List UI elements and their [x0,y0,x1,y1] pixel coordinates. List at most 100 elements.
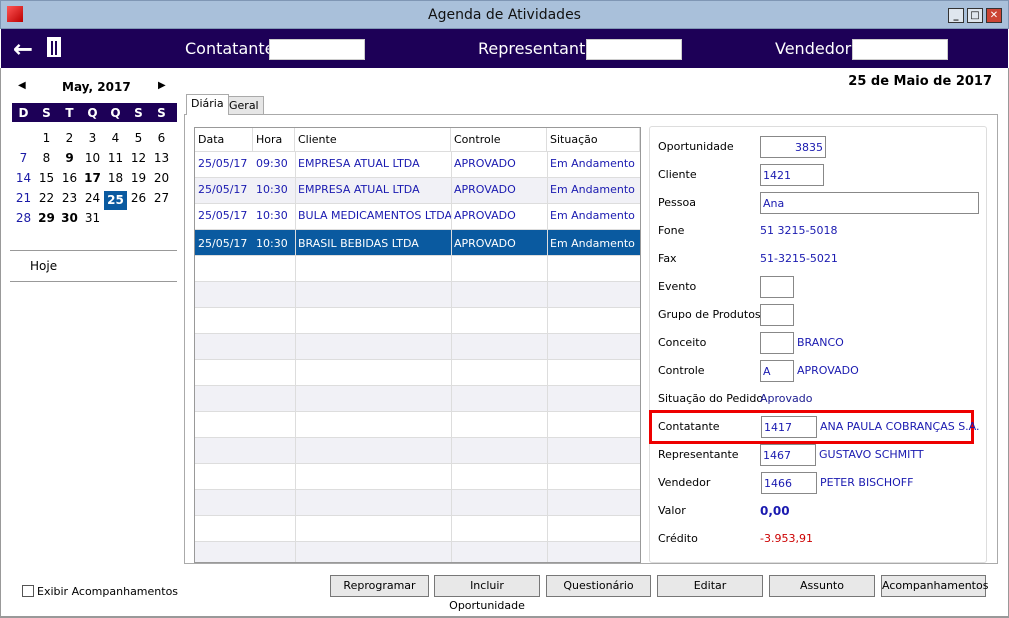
conceito-field[interactable] [760,332,794,354]
activities-grid[interactable]: 25/05/17 09:30 EMPRESA ATUAL LTDA APROVADO E… [194,127,641,563]
calendar-day[interactable]: 17 [84,171,101,185]
representante-field[interactable]: 1467 [760,444,816,466]
calendar-day[interactable]: 11 [107,151,124,165]
calendar-day[interactable]: 15 [38,171,55,185]
calendar-day[interactable]: 1 [42,131,51,145]
table-row[interactable] [195,490,640,516]
tab-diaria[interactable]: Diária [186,94,229,115]
close-button[interactable]: ✕ [986,8,1002,23]
calendar-day[interactable]: 9 [65,151,74,165]
representante-input[interactable] [586,39,682,60]
date-heading: 25 de Maio de 2017 [848,74,992,89]
today-button[interactable]: Hoje [30,259,58,273]
calendar-day[interactable]: 29 [38,211,55,225]
calendar-day[interactable]: 28 [15,211,32,225]
calendar-day[interactable]: 3 [88,131,97,145]
incluir-button[interactable]: Incluir Oportunidade [434,575,540,612]
acompanhamentos-button[interactable]: Acompanhamentos [881,575,988,597]
contatante-field[interactable]: 1417 [761,416,817,438]
calendar-day[interactable]: 5 [134,131,143,145]
reprogramar-button[interactable]: Reprogramar [330,575,429,597]
calendar-day[interactable]: 12 [130,151,147,165]
show-followups-checkbox[interactable] [22,585,34,597]
table-row[interactable] [195,386,640,412]
table-row[interactable]: 25/05/17 10:30 BRASIL BEBIDAS LTDA APROVADO… [195,230,640,256]
controle-field[interactable]: A [760,360,794,382]
calendar-day[interactable]: 22 [38,191,55,205]
table-row[interactable] [195,412,640,438]
table-row[interactable] [195,334,640,360]
calendar-day[interactable]: 20 [153,171,170,185]
representante-description: GUSTAVO SCHMITT [819,448,924,461]
calendar-day[interactable]: 19 [130,171,147,185]
grupo-field[interactable] [760,304,794,326]
table-cell: BULA MEDICAMENTOS LTDA [298,209,453,222]
calendar-day[interactable]: 24 [84,191,101,205]
back-arrow-icon[interactable]: ← [13,35,34,63]
calendar-day[interactable]: 23 [61,191,78,205]
assunto-button[interactable]: Assunto [769,575,875,597]
calendar-day[interactable]: 30 [61,211,78,225]
calendar-day[interactable]: 2 [65,131,74,145]
calendar-day[interactable]: 7 [19,151,28,165]
evento-field[interactable] [760,276,794,298]
questionário-button[interactable]: Questionário [546,575,651,597]
column-header[interactable]: Data [195,128,253,152]
tab-geral[interactable]: Geral [224,96,264,115]
table-row[interactable] [195,464,640,490]
table-row[interactable]: 25/05/17 10:30 EMPRESA ATUAL LTDA APROVADO E… [195,178,640,204]
calendar-day[interactable]: 8 [42,151,51,165]
pessoa-field[interactable]: Ana [760,192,979,214]
weekday-label: D [18,106,29,120]
table-row[interactable] [195,438,640,464]
contatante-input[interactable] [269,39,365,60]
table-cell: APROVADO [454,183,516,196]
prev-month-button[interactable]: ◀ [18,80,26,91]
table-cell: 10:30 [256,237,288,250]
trash-icon[interactable] [47,37,61,57]
table-row[interactable] [195,516,640,542]
table-row[interactable] [195,308,640,334]
calendar-day[interactable]: 4 [111,131,120,145]
weekday-label: T [65,106,74,120]
cliente-field[interactable]: 1421 [760,164,824,186]
table-row[interactable] [195,256,640,282]
editar-button[interactable]: Editar [657,575,763,597]
column-header[interactable]: Controle [451,128,547,152]
situacao-label: Situação do Pedido [658,392,764,405]
table-row[interactable] [195,360,640,386]
column-divider [547,128,548,562]
calendar-day[interactable]: 31 [84,211,101,225]
table-row[interactable] [195,282,640,308]
table-cell: EMPRESA ATUAL LTDA [298,157,420,170]
calendar-day[interactable]: 25 [104,191,127,210]
minimize-button[interactable]: _ [948,8,964,23]
calendar-day[interactable]: 26 [130,191,147,205]
table-row[interactable]: 25/05/17 09:30 EMPRESA ATUAL LTDA APROVADO E… [195,152,640,178]
next-month-button[interactable]: ▶ [158,80,166,91]
toolbar: ← Contatante Representante Vendedor [1,29,1008,68]
table-cell: Em Andamento [550,157,635,170]
vendedor-field[interactable]: 1466 [761,472,817,494]
calendar-day[interactable]: 18 [107,171,124,185]
table-row[interactable]: 25/05/17 10:30 BULA MEDICAMENTOS LTDA APROV… [195,204,640,230]
calendar-day[interactable]: 6 [157,131,166,145]
column-header[interactable]: Situação [547,128,640,152]
calendar-day[interactable]: 14 [15,171,32,185]
table-row[interactable] [195,542,640,562]
calendar-day[interactable]: 16 [61,171,78,185]
calendar-day[interactable]: 13 [153,151,170,165]
contatante-description: ANA PAULA COBRANÇAS S.A. [820,420,980,433]
conceito-description: BRANCO [797,336,844,349]
calendar-day[interactable]: 21 [15,191,32,205]
table-cell: APROVADO [454,237,516,250]
representante-label: Representante [658,448,739,461]
window-title: Agenda de Atividades [428,7,581,23]
oportunidade-field[interactable]: 3835 [760,136,826,158]
column-header[interactable]: Hora [253,128,295,152]
column-header[interactable]: Cliente [295,128,451,152]
calendar-day[interactable]: 27 [153,191,170,205]
maximize-button[interactable]: □ [967,8,983,23]
vendedor-input[interactable] [852,39,948,60]
calendar-day[interactable]: 10 [84,151,101,165]
